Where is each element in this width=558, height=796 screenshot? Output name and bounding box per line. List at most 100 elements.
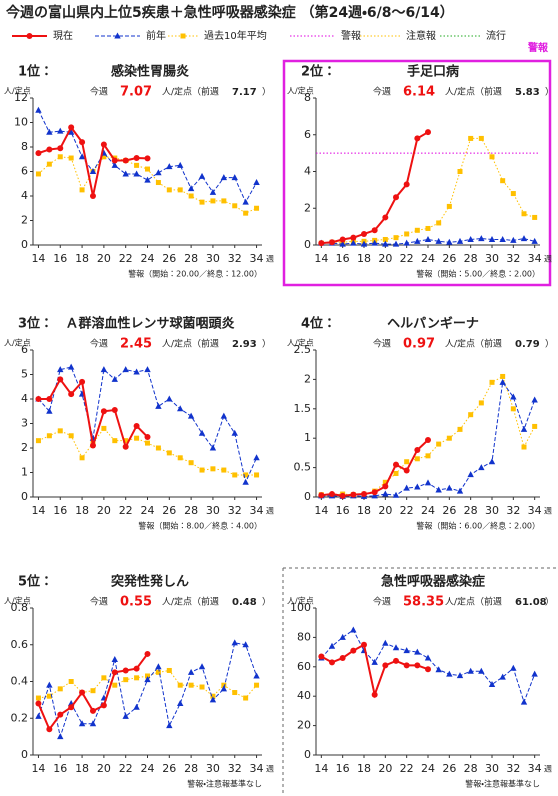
- last-week-value: 0.48: [232, 597, 257, 608]
- point: [350, 234, 357, 241]
- x-tick-label: 34: [250, 762, 264, 775]
- point: [467, 667, 474, 674]
- x-tick-label: 30: [485, 252, 499, 265]
- this-week-label: 今週: [90, 338, 108, 350]
- y-tick-label: 2: [21, 214, 28, 227]
- point: [467, 471, 474, 478]
- series-line: [320, 629, 536, 704]
- this-week-label: 今週: [90, 86, 108, 98]
- point: [242, 641, 249, 648]
- point: [500, 178, 506, 184]
- y-tick-label: 20: [297, 719, 311, 732]
- point: [166, 450, 172, 456]
- point: [382, 236, 388, 242]
- y-tick-label: 0: [21, 748, 28, 761]
- point: [123, 438, 129, 444]
- point: [318, 240, 325, 247]
- point: [101, 675, 107, 681]
- point: [199, 467, 205, 473]
- point: [78, 153, 86, 160]
- point: [361, 641, 367, 648]
- unit-label: 人/定点（前週: [445, 86, 502, 98]
- x-tick-label: 16: [336, 762, 350, 775]
- y-axis-unit: 人/定点: [287, 597, 314, 606]
- x-tick-label: 18: [75, 504, 89, 517]
- point: [339, 236, 346, 243]
- y-tick-label: 0: [21, 238, 28, 251]
- point: [79, 378, 86, 385]
- point: [177, 405, 184, 412]
- point: [46, 433, 52, 439]
- point: [425, 453, 431, 459]
- y-tick-label: 0: [304, 490, 311, 503]
- point: [457, 426, 463, 432]
- point: [188, 460, 194, 466]
- legend-label: 警報: [341, 29, 361, 42]
- point: [488, 680, 496, 687]
- x-axis-unit: 週: [544, 254, 552, 264]
- point: [392, 240, 400, 247]
- point: [145, 673, 150, 679]
- legend-label: 前年: [146, 29, 166, 42]
- footnote: 警報（開始：6.00／終息：2.00）: [416, 521, 540, 531]
- point: [414, 446, 421, 453]
- point: [68, 155, 74, 161]
- point: [221, 467, 227, 473]
- x-tick-label: 24: [421, 252, 435, 265]
- highlight-frame: [282, 59, 552, 287]
- point: [339, 633, 346, 640]
- point: [79, 689, 86, 696]
- point: [57, 366, 64, 373]
- point: [166, 395, 173, 402]
- point: [403, 181, 410, 188]
- point: [122, 366, 129, 373]
- close-label: ）: [545, 87, 554, 98]
- last-week-value: 0.79: [515, 339, 540, 350]
- point: [425, 666, 431, 673]
- point: [187, 185, 195, 192]
- unit-label: 人/定点（前週: [445, 596, 502, 608]
- point: [111, 375, 118, 382]
- point: [531, 396, 538, 403]
- point: [155, 402, 162, 409]
- point: [510, 393, 517, 400]
- y-tick-label: 6: [304, 128, 311, 141]
- point: [101, 425, 107, 431]
- x-tick-label: 34: [250, 504, 264, 517]
- point: [68, 704, 75, 711]
- x-tick-label: 22: [119, 504, 133, 517]
- panel-title: Ａ群溶血性レンサ球菌咽頭炎: [65, 316, 234, 332]
- point: [123, 677, 129, 683]
- point: [242, 198, 249, 205]
- series-line: [321, 375, 536, 496]
- point: [403, 662, 410, 669]
- point: [35, 106, 42, 113]
- point: [478, 667, 485, 674]
- point: [371, 227, 378, 234]
- point: [122, 712, 129, 719]
- point: [46, 681, 53, 688]
- series-line: [38, 110, 257, 204]
- x-axis-unit: 週: [266, 764, 274, 774]
- point: [46, 726, 53, 733]
- point: [133, 703, 140, 710]
- x-tick-label: 30: [485, 504, 499, 517]
- series-line: [321, 137, 535, 244]
- point: [532, 423, 538, 429]
- point: [188, 193, 194, 199]
- point: [122, 443, 129, 450]
- x-tick-label: 20: [97, 504, 111, 517]
- this-week-label: 今週: [373, 338, 391, 350]
- x-tick-label: 32: [506, 504, 520, 517]
- x-tick-label: 22: [400, 252, 414, 265]
- point: [446, 484, 453, 491]
- point: [155, 445, 161, 451]
- y-tick-label: 0: [304, 238, 311, 251]
- x-tick-label: 14: [31, 504, 45, 517]
- x-tick-label: 20: [378, 504, 392, 517]
- x-tick-label: 28: [464, 762, 478, 775]
- point: [393, 461, 399, 468]
- point: [79, 187, 85, 193]
- point: [134, 162, 140, 168]
- point: [393, 235, 399, 241]
